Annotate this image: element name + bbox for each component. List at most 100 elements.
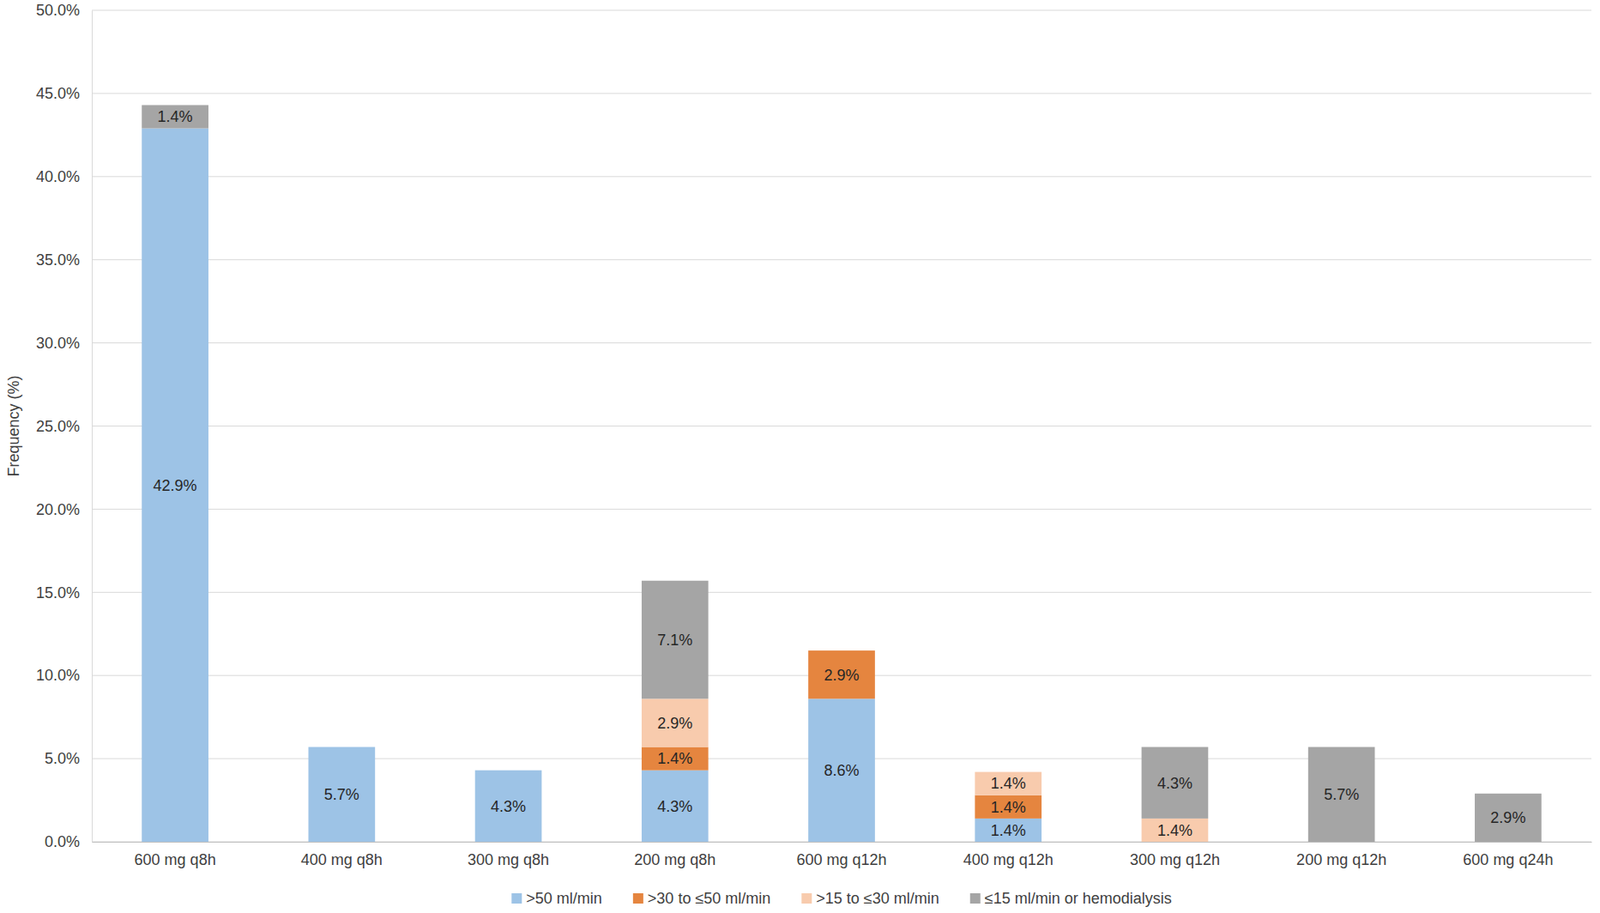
- data-label: 5.7%: [1323, 785, 1359, 804]
- data-label: 4.3%: [657, 797, 693, 816]
- legend-label: >50 ml/min: [525, 889, 603, 907]
- y-tick: 45.0%: [36, 84, 92, 103]
- grid-line: [91, 425, 1592, 427]
- bar-segment: [641, 747, 709, 771]
- bar-segment: [808, 650, 876, 699]
- x-axis-line: [92, 841, 1593, 843]
- data-label: 1.4%: [990, 798, 1027, 816]
- data-label: 1.4%: [1157, 821, 1193, 840]
- x-tick-label: 200 mg q8h: [633, 851, 716, 869]
- x-tick: 400 mg q12h: [963, 841, 1054, 869]
- y-axis-title: Frequency (%): [5, 374, 23, 477]
- y-tick-label: 10.0%: [36, 666, 80, 684]
- x-tick: 200 mg q8h: [633, 841, 716, 869]
- x-tick-label: 200 mg q12h: [1296, 851, 1387, 869]
- data-label: 4.3%: [1157, 774, 1193, 792]
- y-tick-label: 35.0%: [36, 251, 80, 269]
- y-tick-label: 20.0%: [36, 501, 80, 519]
- x-tick: 600 mg q12h: [796, 841, 887, 869]
- data-label: 2.9%: [823, 666, 859, 684]
- grid: [91, 10, 1592, 842]
- x-tick: 400 mg q8h: [301, 841, 383, 869]
- x-tick: 600 mg q24h: [1462, 841, 1553, 869]
- data-label: 4.3%: [490, 797, 526, 816]
- data-label: 1.4%: [657, 749, 693, 767]
- x-tick-label: 600 mg q24h: [1462, 851, 1553, 869]
- y-tick: 35.0%: [36, 251, 92, 269]
- legend-item: >50 ml/min: [511, 889, 603, 907]
- legend-swatch: [511, 893, 522, 904]
- data-label: 1.4%: [990, 774, 1027, 792]
- legend-swatch: [970, 893, 981, 904]
- y-tick-label: 40.0%: [36, 168, 80, 186]
- x-tick-label: 300 mg q8h: [467, 851, 550, 869]
- x-tick: 200 mg q12h: [1296, 841, 1387, 869]
- grid-line: [91, 342, 1592, 344]
- legend-swatch: [633, 893, 644, 904]
- bar-segment: [475, 770, 543, 842]
- bar-segment: [1474, 793, 1542, 842]
- y-tick-label: 45.0%: [36, 84, 80, 103]
- x-tick: 600 mg q8h: [134, 841, 217, 869]
- bar-segment: [307, 747, 375, 842]
- legend: >50 ml/min >30 to ≤50 ml/min >15 to ≤30 ml…: [511, 889, 1172, 907]
- bar-segment: [974, 795, 1042, 819]
- y-tick: 25.0%: [36, 417, 92, 435]
- bar-segment: [641, 698, 709, 747]
- y-tick-label: 5.0%: [44, 749, 80, 767]
- y-tick: 20.0%: [36, 501, 92, 519]
- grid-line: [91, 92, 1592, 94]
- bar-segment: [641, 580, 709, 700]
- x-tick-label: 400 mg q8h: [301, 851, 383, 869]
- legend-label: ≤15 ml/min or hemodialysis: [984, 889, 1172, 907]
- bar-segment: [141, 128, 209, 842]
- bar-segment: [1141, 818, 1209, 842]
- y-tick-label: 25.0%: [36, 417, 80, 435]
- x-tick-label: 300 mg q12h: [1129, 851, 1220, 869]
- legend-item: >30 to ≤50 ml/min: [633, 889, 771, 907]
- chart: 0.0% 5.0% 10.0% 15.0% 20.0% 25.0% 30.0% 35.0% 40…: [0, 0, 1600, 913]
- x-tick-label: 600 mg q8h: [134, 851, 217, 869]
- data-label: 1.4%: [157, 108, 194, 126]
- x-axis: 600 mg q8h 400 mg q8h 300 mg q8h 200 mg q8h…: [92, 841, 1593, 869]
- grid-line: [91, 259, 1592, 260]
- bar-segment: [141, 104, 209, 128]
- data-label: 2.9%: [657, 714, 693, 732]
- y-tick: 15.0%: [36, 584, 92, 602]
- y-tick-label: 0.0%: [44, 833, 80, 851]
- y-tick-label: 30.0%: [36, 334, 80, 352]
- y-tick: 30.0%: [36, 334, 92, 352]
- legend-label: >15 to ≤30 ml/min: [815, 889, 939, 907]
- y-tick: 50.0%: [36, 1, 92, 19]
- grid-line: [91, 591, 1592, 593]
- data-label: 7.1%: [657, 631, 693, 649]
- y-tick: 0.0%: [44, 833, 92, 851]
- bar-segment: [641, 770, 709, 842]
- grid-line: [91, 10, 1592, 12]
- bar-segment: [808, 698, 876, 842]
- bar-segment: [1308, 747, 1376, 842]
- data-label: 5.7%: [324, 785, 360, 804]
- y-tick-label: 15.0%: [36, 584, 80, 602]
- legend-label: >30 to ≤50 ml/min: [647, 889, 771, 907]
- y-tick: 5.0%: [44, 749, 92, 767]
- x-tick-label: 400 mg q12h: [963, 851, 1054, 869]
- data-labels: 42.9% 5.7% 4.3% 4.3% 8.6% 1.4% 1.4% 2.9% 1.4% 2.9…: [153, 108, 1527, 839]
- legend-swatch: [801, 893, 812, 904]
- bar-segment: [974, 818, 1042, 842]
- y-axis-line: [91, 11, 93, 843]
- data-label: 8.6%: [823, 761, 859, 779]
- legend-item: ≤15 ml/min or hemodialysis: [970, 889, 1172, 907]
- y-tick: 40.0%: [36, 168, 92, 186]
- data-label: 42.9%: [153, 476, 198, 495]
- bar-segment: [974, 772, 1042, 796]
- bar-segment: [1141, 747, 1209, 819]
- grid-line: [91, 175, 1592, 177]
- data-label: 1.4%: [990, 821, 1027, 840]
- x-tick: 300 mg q12h: [1129, 841, 1220, 869]
- legend-item: >15 to ≤30 ml/min: [801, 889, 939, 907]
- x-tick: 300 mg q8h: [467, 841, 550, 869]
- grid-line: [91, 508, 1592, 510]
- data-label: 2.9%: [1490, 809, 1526, 827]
- y-tick: 10.0%: [36, 666, 92, 684]
